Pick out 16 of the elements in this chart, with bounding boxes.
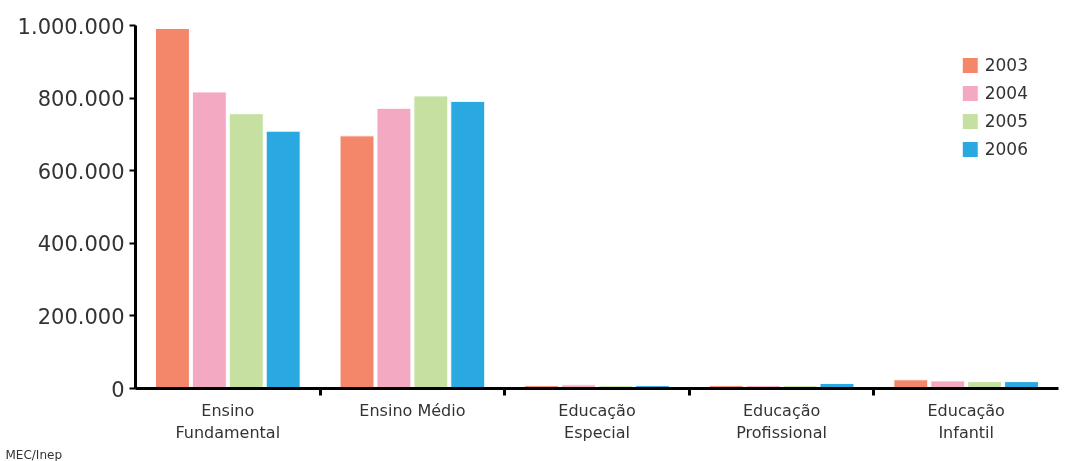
x-tick-label: Ensino Fundamental (175, 400, 281, 443)
legend-label: 2003 (984, 55, 1028, 75)
y-tick-label: 1.000.000 (17, 14, 125, 39)
y-tick-label: 400.000 (37, 232, 125, 257)
y-tick-label: 0 (111, 377, 125, 402)
y-tick-label: 600.000 (37, 159, 125, 184)
y-tick-label: 200.000 (37, 304, 125, 329)
legend-label: 2005 (984, 111, 1028, 131)
y-tick-label: 800.000 (37, 87, 125, 112)
legend-label: 2006 (984, 139, 1028, 159)
x-tick-label: Educação Infantil (927, 400, 1005, 443)
x-tick-label: Ensino Médio (359, 400, 466, 420)
x-tick-label: Educação Profissional (736, 400, 827, 443)
text: MEC/Inep (5, 447, 63, 461)
legend-label: 2004 (984, 83, 1028, 103)
x-tick-label: Educação Especial (558, 400, 636, 443)
